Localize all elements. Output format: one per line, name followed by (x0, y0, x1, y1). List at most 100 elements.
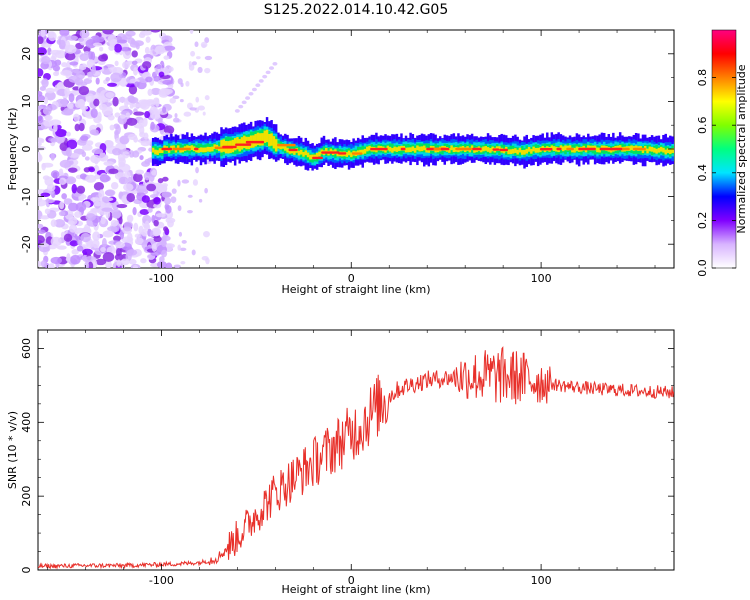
signal-band-cell (288, 148, 298, 152)
spectrogram-x-axis-label: Height of straight line (km) (281, 283, 430, 296)
noise-blob (143, 171, 151, 181)
noise-blob (38, 94, 45, 102)
noise-blob (76, 185, 86, 194)
signal-band-cell (662, 147, 665, 153)
noise-blob (114, 241, 126, 249)
signal-band-cell (235, 143, 252, 146)
signal-band-cell (413, 147, 417, 153)
y-tick-label: 400 (20, 412, 33, 433)
signal-band-cell (386, 145, 390, 151)
colorbar-label: Normalized spectral amplitude (735, 64, 748, 233)
noise-blob (191, 61, 197, 66)
signal-band-cell (263, 130, 267, 143)
x-tick-label: 0 (348, 574, 355, 587)
noise-blob (95, 258, 107, 266)
signal-band-cell (568, 145, 572, 151)
noise-blob (69, 61, 79, 66)
noise-blob (126, 192, 136, 203)
signal-band-cell (395, 147, 399, 152)
noise-blob (196, 56, 201, 60)
noise-blob (101, 196, 109, 203)
noise-blob (155, 64, 162, 70)
noise-blob (139, 155, 144, 161)
noise-blob (133, 111, 145, 116)
noise-blob (46, 183, 56, 192)
signal-band-cell (664, 149, 667, 155)
noise-blob (163, 125, 175, 135)
noise-blob (161, 249, 168, 258)
noise-blob (177, 205, 182, 212)
signal-band-cell (199, 147, 203, 153)
noise-blob (70, 254, 81, 265)
noise-blob (167, 83, 174, 89)
signal-band-cell (598, 147, 601, 153)
noise-blob (195, 96, 200, 103)
noise-blob (102, 30, 114, 35)
colorbar: 0.0 0.2 0.4 0.6 0.8 Normalized spectral ampl… (696, 29, 748, 277)
x-tick-label: 100 (531, 272, 552, 285)
signal-band-cell (498, 146, 501, 151)
noise-blob (133, 136, 138, 143)
signal-band-cell (318, 151, 321, 157)
noise-blob (53, 218, 66, 228)
noise-blob (151, 169, 157, 176)
signal-band-cell (186, 145, 189, 151)
colorbar-tick-label: 0.6 (696, 116, 709, 134)
noise-blob (146, 183, 157, 192)
noise-blob (150, 121, 155, 131)
noise-blob (127, 176, 133, 184)
noise-blob (78, 239, 83, 246)
noise-blob (69, 240, 79, 247)
noise-blob (99, 174, 110, 183)
signal-band-cell (573, 147, 576, 153)
noise-blob (116, 39, 128, 44)
signal-band-cell (268, 133, 271, 147)
noise-blob (66, 253, 71, 263)
noise-blob (132, 264, 138, 268)
noise-blob (93, 98, 100, 107)
signal-band-cell (575, 146, 579, 152)
signal-band-cell (281, 144, 285, 149)
signal-band-cell (527, 146, 531, 152)
noise-blob (90, 154, 101, 164)
noise-blob (173, 264, 181, 268)
spectrogram-x-ticks: -100 0 100 (47, 30, 656, 285)
signal-band-cell (630, 145, 633, 151)
signal-band-cell (609, 147, 613, 153)
noise-blob (112, 96, 119, 107)
signal-band-cell (154, 149, 157, 155)
noise-blob (90, 108, 98, 119)
signal-band-cell (411, 146, 415, 152)
noise-blob (128, 150, 135, 158)
noise-blob (65, 147, 72, 158)
signal-band-cell (525, 148, 529, 154)
noise-blob (163, 45, 176, 51)
noise-blob (84, 156, 90, 161)
signal-band-cell (673, 148, 674, 153)
noise-blob (168, 66, 174, 72)
noise-blob (150, 112, 161, 120)
noise-blob (177, 179, 181, 187)
y-tick-label: -10 (20, 188, 33, 206)
signal-band-cell (299, 149, 303, 155)
signal-band-cell (564, 145, 567, 151)
noise-blob (179, 247, 187, 251)
signal-band-cell (240, 137, 244, 150)
signal-band-cell (400, 147, 406, 151)
noise-blob (109, 124, 115, 131)
noise-blob (64, 40, 71, 51)
noise-blob (189, 30, 194, 34)
colorbar-tick-label: 0.0 (696, 259, 709, 277)
noise-blob (198, 198, 203, 203)
snr-y-ticks: 0 200 400 600 (20, 329, 674, 574)
colorbar-tick-label: 0.8 (696, 69, 709, 87)
noise-blob (238, 104, 244, 109)
noise-blob (38, 110, 42, 117)
noise-blob (114, 112, 121, 118)
noise-blob (38, 36, 44, 45)
noise-blob (41, 56, 51, 65)
noise-blob (100, 246, 106, 253)
noise-blob (169, 97, 176, 104)
noise-blob (75, 202, 87, 212)
